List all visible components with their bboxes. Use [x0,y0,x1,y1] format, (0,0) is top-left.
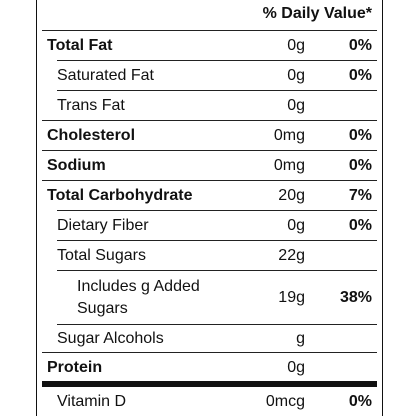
nutrient-amount: 0g [287,67,305,84]
nutrient-name: Trans Fat [57,97,125,114]
nutrient-amount: 22g [278,247,305,264]
nutrient-row: Total Fat 0g 0% [42,30,377,61]
daily-value-header: % Daily Value* [262,5,372,22]
nutrient-amount: 19g [278,289,305,306]
daily-value: 0% [348,217,372,234]
daily-value: 0% [348,37,372,54]
nutrient-amount: 0g [287,217,305,234]
nutrient-amount: 0mcg [265,392,305,410]
daily-value: 0% [348,157,372,174]
nutrient-row: Saturated Fat 0g 0% [57,60,377,91]
nutrient-name: Dietary Fiber [57,217,149,234]
nutrient-name: Vitamin D [57,392,127,410]
nutrient-row: Dietary Fiber 0g 0% [57,210,377,241]
nutrient-name: Protein [47,358,103,376]
nutrient-row: Protein 0g [42,352,377,382]
daily-value: 7% [348,187,372,204]
nutrient-row: Total Carbohydrate 20g 7% [42,180,377,211]
nutrition-panel: % Daily Value* Total Fat 0g 0% Saturated Fa… [36,0,383,416]
daily-value: 38% [339,289,372,306]
nutrient-row: Total Sugars 22g [57,240,377,271]
nutrient-amount: 0g [287,358,305,376]
nutrient-amount: 0mg [273,157,305,174]
nutrient-name: Total Carbohydrate [47,187,193,204]
nutrient-row: Cholesterol 0mg 0% [42,120,377,151]
daily-value: 0% [348,67,372,84]
nutrient-row: Includes g Added Sugars 19g 38% [57,270,377,325]
nutrient-name: Sugar Alcohols [57,330,164,347]
nutrient-row: Trans Fat 0g [57,90,377,121]
nutrient-row: Vitamin D 0mcg 0% [57,387,377,416]
nutrient-amount: 20g [278,187,305,204]
nutrient-name: Saturated Fat [57,67,154,84]
nutrient-name: Sodium [47,157,106,174]
nutrient-row: Sodium 0mg 0% [42,150,377,181]
nutrient-amount: g [296,330,305,347]
nutrient-amount: 0g [287,37,305,54]
daily-value: 0% [348,392,372,410]
thick-divider [42,381,377,387]
nutrient-name: Total Fat [47,37,113,54]
nutrient-amount: 0mg [273,127,305,144]
daily-value: 0% [348,127,372,144]
nutrient-name: Includes g Added Sugars [77,278,200,317]
nutrient-name: Total Sugars [57,247,146,264]
nutrient-name: Cholesterol [47,127,136,144]
nutrient-amount: 0g [287,97,305,114]
nutrient-row: Sugar Alcohols g [57,324,377,353]
